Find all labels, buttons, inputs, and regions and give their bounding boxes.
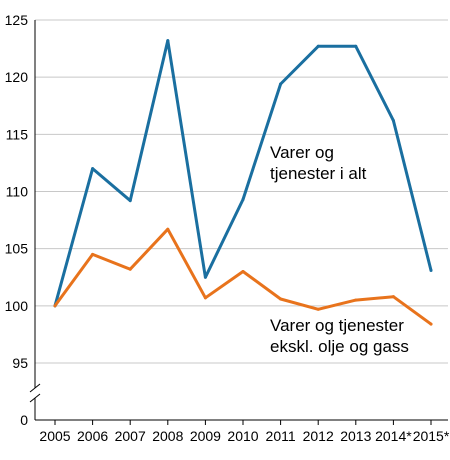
x-tick-label: 2012 — [303, 428, 334, 444]
data-point-s2-1 — [91, 252, 95, 256]
x-tick-label: 2007 — [115, 428, 146, 444]
data-point-s1-1 — [91, 167, 95, 171]
y-tick-label: 105 — [5, 241, 29, 257]
x-tick-label: 2006 — [77, 428, 108, 444]
axes — [29, 20, 448, 421]
data-point-s1-9 — [391, 119, 395, 123]
series-lines — [53, 39, 433, 326]
data-point-s2-4 — [203, 296, 207, 300]
data-point-s2-8 — [354, 298, 358, 302]
y-tick-label: 115 — [6, 126, 29, 142]
y-tick-label: 0 — [20, 412, 28, 428]
data-point-s1-2 — [128, 199, 132, 203]
y-tick-label: 100 — [5, 298, 29, 314]
series1-label-line1: Varer og — [270, 143, 334, 162]
series-line-1 — [53, 39, 433, 308]
data-point-s1-6 — [279, 82, 283, 86]
data-point-s1-3 — [166, 39, 170, 43]
data-point-s1-5 — [241, 198, 245, 202]
data-point-s2-7 — [316, 307, 320, 311]
series1-label-line2: tjenester i alt — [270, 164, 367, 183]
data-point-s2-5 — [241, 270, 245, 274]
data-point-s2-9 — [391, 295, 395, 299]
data-point-s2-10 — [429, 322, 433, 326]
x-tick-labels: 2005 2006 2007 2008 2009 2010 2011 2012 2013 2014… — [39, 420, 450, 444]
y-tick-label: 125 — [5, 12, 29, 28]
data-point-s2-6 — [279, 297, 283, 301]
y-tick-labels: 125 120 115 110 105 100 95 0 — [5, 12, 29, 428]
series2-label-line1: Varer og tjenester — [270, 316, 404, 335]
data-point-s2-0 — [53, 304, 57, 308]
data-point-s1-7 — [316, 44, 320, 48]
axis-break-mark-bottom — [29, 393, 41, 403]
x-tick-label: 2008 — [152, 428, 183, 444]
y-tick-label: 110 — [6, 184, 29, 200]
x-tick-label: 2014* — [375, 428, 412, 444]
x-tick-label: 2009 — [190, 428, 221, 444]
x-tick-label: 2005 — [39, 428, 70, 444]
y-tick-label: 120 — [5, 69, 29, 85]
data-point-s1-4 — [203, 275, 207, 279]
data-point-s2-2 — [128, 267, 132, 271]
data-point-s1-10 — [429, 268, 433, 272]
x-tick-label: 2011 — [266, 428, 296, 444]
gridlines — [35, 19, 448, 364]
x-tick-label: 2010 — [227, 428, 258, 444]
data-points — [53, 39, 433, 326]
annotations: Varer og tjenester i alt Varer og tjenes… — [270, 143, 409, 356]
x-tick-label: 2013 — [340, 428, 371, 444]
series2-label-line2: ekskl. olje og gass — [270, 337, 409, 356]
axis-break-mark-top — [29, 383, 41, 393]
data-point-s2-3 — [166, 227, 170, 231]
x-tick-label: 2015* — [413, 428, 450, 444]
series-line-2 — [53, 227, 433, 326]
y-tick-label: 95 — [12, 355, 28, 371]
data-point-s1-8 — [354, 44, 358, 48]
